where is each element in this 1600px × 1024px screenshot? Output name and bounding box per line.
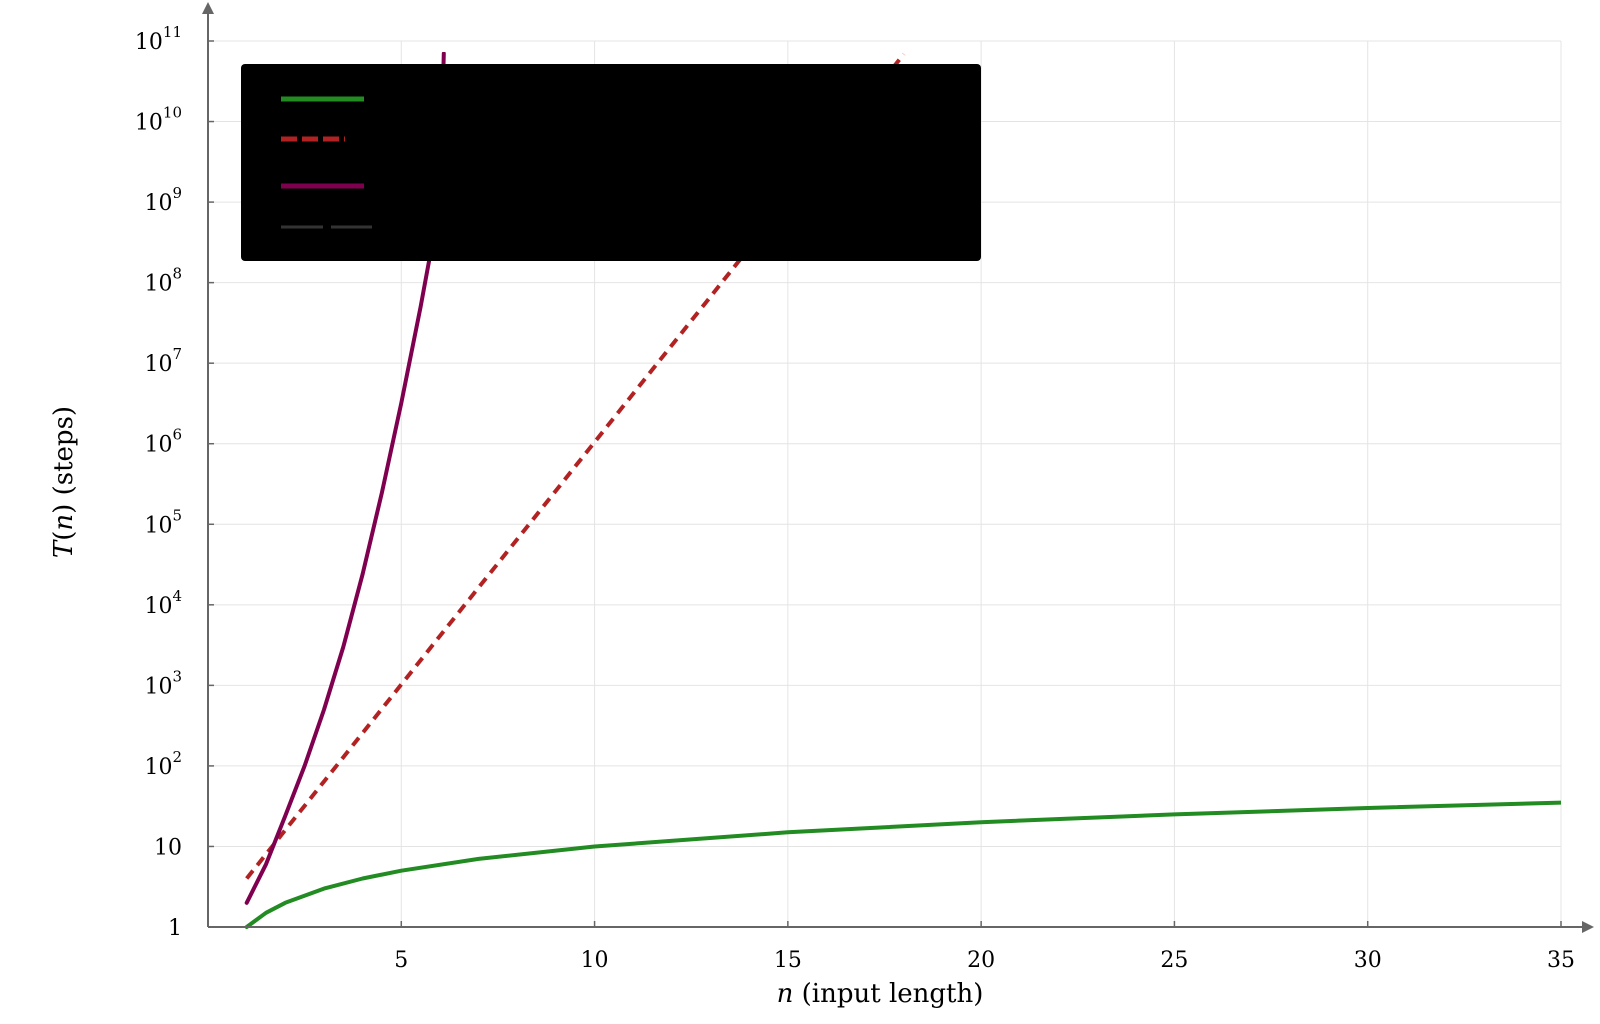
y-tick-base: 10 xyxy=(144,755,172,780)
x-tick-label: 20 xyxy=(967,948,995,973)
y-tick-label: 105 xyxy=(144,506,182,538)
y-axis-arrow xyxy=(202,2,214,14)
y-tick-label: 103 xyxy=(144,667,182,699)
axes xyxy=(202,2,1594,933)
y-tick-label: 1011 xyxy=(135,23,182,55)
y-tick-exponent: 7 xyxy=(172,345,182,363)
y-tick-label: 10 xyxy=(154,835,182,860)
tick-labels: 5 10 15 20 25 30 35110102103104105106107108109… xyxy=(135,23,1575,973)
y-tick-base: 10 xyxy=(144,674,172,699)
series-line-3 xyxy=(244,52,446,905)
y-tick-exponent: 3 xyxy=(172,667,182,685)
legend-box xyxy=(241,64,981,261)
y-tick-label: 106 xyxy=(144,426,182,458)
y-tick-exponent: 4 xyxy=(172,587,182,605)
y-tick-label: 109 xyxy=(144,184,182,216)
x-tick-label: 35 xyxy=(1547,948,1575,973)
series-group xyxy=(244,52,1561,929)
x-tick-label: 5 xyxy=(394,948,408,973)
y-tick-exponent: 6 xyxy=(172,426,182,444)
y-tick-base: 10 xyxy=(135,30,163,55)
legend xyxy=(241,64,981,261)
y-tick-exponent: 2 xyxy=(172,748,182,766)
y-tick-exponent: 5 xyxy=(172,506,182,524)
y-axis-title: T(n) (steps) xyxy=(49,406,79,558)
series-line-1 xyxy=(244,800,1561,929)
y-tick-base: 1 xyxy=(168,916,182,941)
y-tick-base: 10 xyxy=(144,272,172,297)
x-axis-title: n (input length) xyxy=(777,979,984,1009)
y-tick-base: 10 xyxy=(144,594,172,619)
y-tick-label: 1010 xyxy=(135,104,182,136)
y-tick-base: 10 xyxy=(154,835,182,860)
x-tick-label: 10 xyxy=(581,948,609,973)
y-tick-label: 108 xyxy=(144,265,182,297)
y-tick-exponent: 11 xyxy=(163,23,182,41)
x-axis-arrow xyxy=(1582,921,1594,933)
y-tick-label: 107 xyxy=(144,345,182,377)
y-tick-base: 10 xyxy=(135,111,163,136)
y-tick-exponent: 8 xyxy=(172,265,182,283)
series-layer xyxy=(244,52,1561,929)
y-tick-base: 10 xyxy=(144,191,172,216)
y-tick-base: 10 xyxy=(144,433,172,458)
y-tick-base: 10 xyxy=(144,513,172,538)
x-tick-label: 30 xyxy=(1354,948,1382,973)
y-tick-base: 10 xyxy=(144,352,172,377)
y-tick-label: 104 xyxy=(144,587,182,619)
y-tick-label: 1 xyxy=(168,916,182,941)
y-tick-label: 102 xyxy=(144,748,182,780)
x-tick-label: 15 xyxy=(774,948,802,973)
y-tick-exponent: 9 xyxy=(172,184,182,202)
y-tick-exponent: 10 xyxy=(163,104,182,122)
x-tick-label: 25 xyxy=(1160,948,1188,973)
